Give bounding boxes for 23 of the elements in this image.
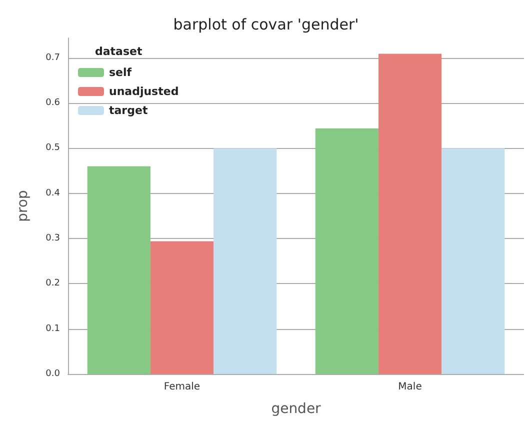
legend-label: unadjusted xyxy=(109,85,179,98)
y-tick-label: 0.5 xyxy=(46,143,60,154)
y-tick-label: 0.0 xyxy=(46,369,60,379)
y-axis-title: prop xyxy=(15,190,31,222)
bar xyxy=(150,241,214,374)
bar xyxy=(214,148,277,374)
y-tick-label: 0.1 xyxy=(46,324,60,334)
x-tick-label: Male xyxy=(398,382,422,392)
y-tick-label: 0.2 xyxy=(46,278,60,289)
y-tick-label: 0.7 xyxy=(46,52,60,63)
legend-label: self xyxy=(109,66,132,79)
legend-title: dataset xyxy=(95,45,142,58)
bar xyxy=(315,128,378,374)
y-tick-label: 0.4 xyxy=(46,188,60,198)
y-tick-label: 0.3 xyxy=(46,234,60,244)
legend-label: target xyxy=(109,104,148,117)
x-tick-label: Female xyxy=(164,382,200,392)
y-tick-label: 0.6 xyxy=(46,98,60,108)
bar xyxy=(442,148,505,374)
bar xyxy=(378,54,442,374)
chart-title: barplot of covar 'gender' xyxy=(173,16,359,34)
bar xyxy=(87,166,150,374)
x-axis-title: gender xyxy=(271,401,322,417)
